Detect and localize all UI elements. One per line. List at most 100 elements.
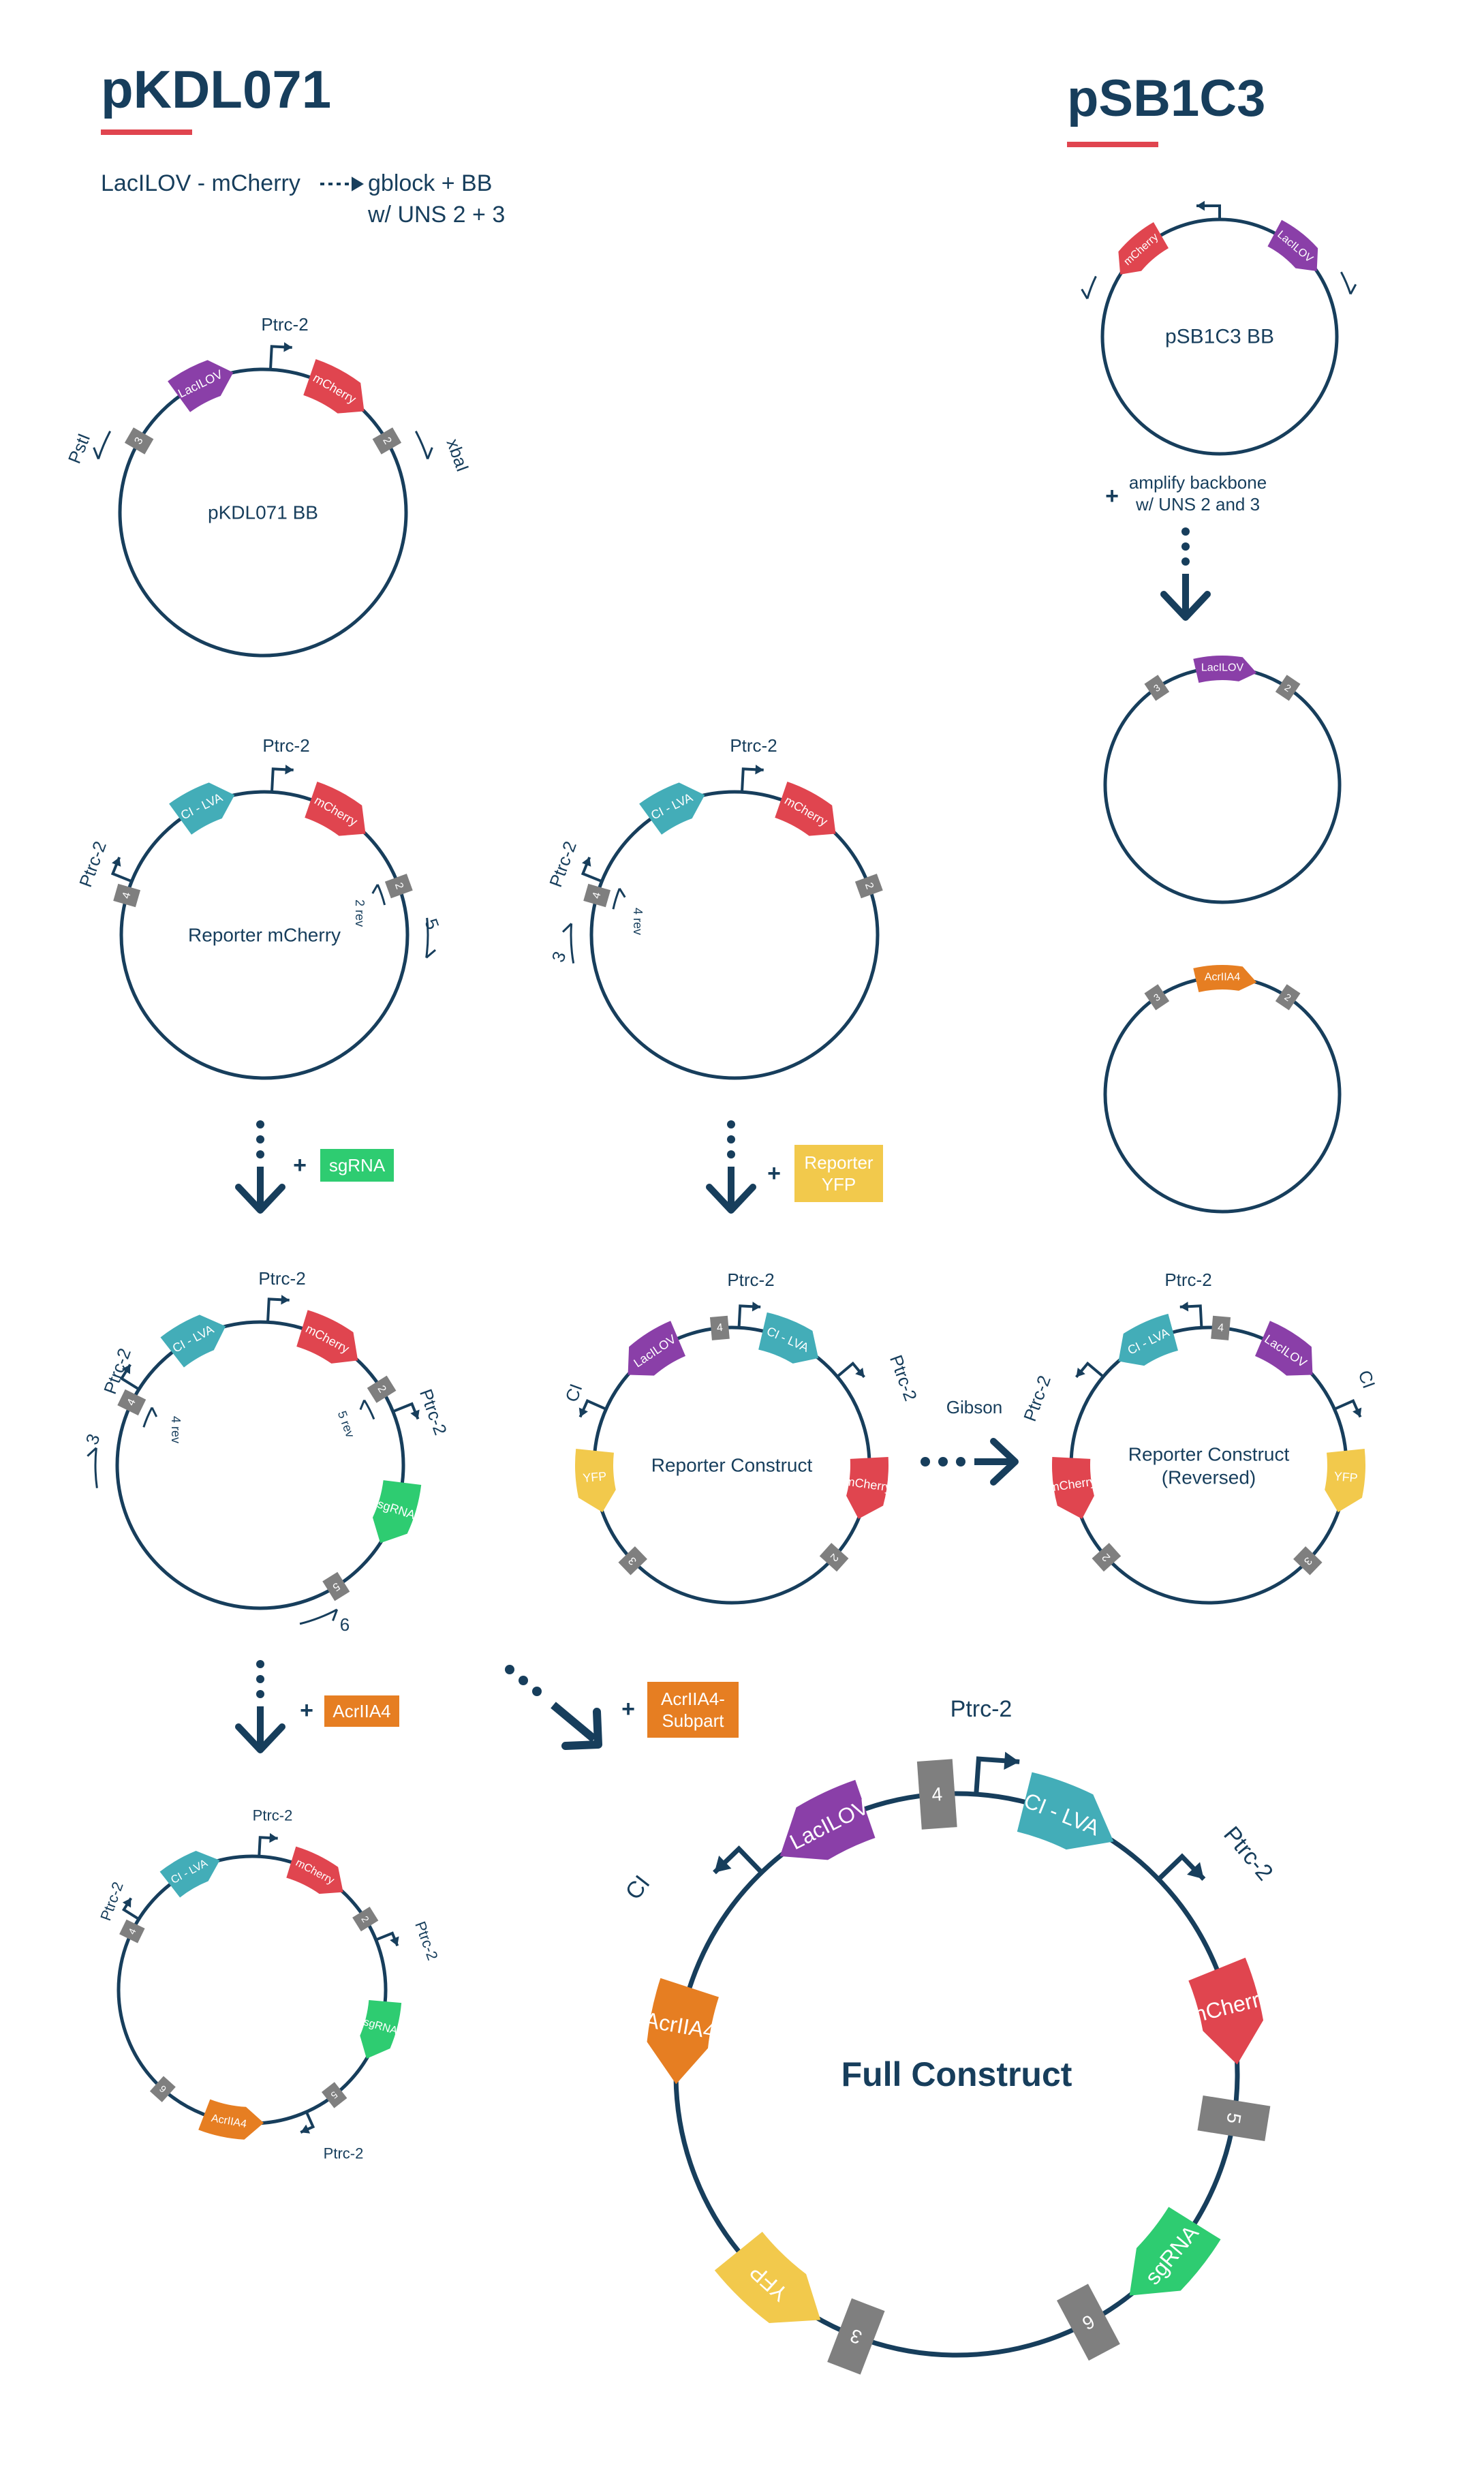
part-mcherry [1188, 1957, 1264, 2065]
part-sgrna [372, 1480, 422, 1543]
part-ci_lva [169, 782, 235, 835]
uns-box [827, 2298, 885, 2375]
promoter-label: Ptrc-2 [950, 1696, 1012, 1722]
uns-box [819, 1543, 849, 1572]
promoter-arrow [270, 767, 294, 793]
step-arrow-sgrna [235, 1120, 285, 1214]
part-ci_lva [1118, 1313, 1178, 1366]
part-label: AcrIIA4 [1205, 972, 1241, 983]
part-mcherry [296, 1310, 358, 1364]
primer-barb [618, 888, 626, 898]
primer-barb [93, 447, 99, 460]
primer-barb [371, 884, 379, 894]
uns-box [1293, 1546, 1323, 1576]
promoter-label: Ptrc-2 [730, 735, 777, 756]
title-pkdl071: pKDL071 [101, 59, 332, 119]
backbone-circle [1103, 666, 1342, 904]
promoter-arrow-head [390, 1936, 399, 1946]
primer-barb [332, 1609, 339, 1621]
promoter-arrow-head [1187, 1862, 1204, 1879]
arrow-chevron [235, 1184, 285, 1214]
primer-arrow [1086, 275, 1097, 299]
uns-box [113, 883, 141, 908]
plasmid-reporter-acriia4: CI - LVA mCherrysgRNAAcrIIA44256Ptrc-2Ptr… [97, 1807, 442, 2162]
uns-box [322, 1571, 350, 1601]
promoter-label: Ptrc-2 [75, 838, 110, 889]
primer-arrow [612, 888, 621, 910]
promoter-arrow-head [281, 1295, 290, 1305]
part-lacilov [1267, 219, 1318, 271]
uns-box [372, 427, 402, 455]
promoter-arrow [740, 767, 764, 793]
plasmid-center-label: pKDL071 BB [208, 502, 318, 523]
primer-label: 4 rev [631, 908, 645, 935]
uns-box [1275, 675, 1301, 701]
promoter-arrow-head [578, 1407, 588, 1417]
flow-to-line2: w/ UNS 2 + 3 [368, 202, 506, 228]
part-acriia4 [1193, 965, 1257, 992]
flow-from-label: LacILOV - mCherry [101, 170, 300, 196]
part-label: YFP [582, 1469, 607, 1485]
primer-label: 6 [340, 1614, 350, 1635]
promoter-arrow-head [121, 1364, 131, 1374]
plus-sign: + [621, 1696, 635, 1722]
dot [532, 1687, 542, 1696]
part-ci_lva [159, 1851, 220, 1898]
dot [1181, 557, 1190, 566]
promoter-arrow-head [1179, 1302, 1189, 1312]
uns-box [1144, 984, 1170, 1011]
primer-arrow [97, 431, 112, 459]
diag-arrow-chevron [561, 1708, 602, 1750]
part-mcherry [286, 1846, 343, 1894]
acriia4-reagent [324, 1695, 399, 1727]
part-lacilov [168, 360, 234, 412]
promoter-arrow-head [755, 765, 764, 775]
uns-box [119, 1919, 145, 1944]
uns-box [384, 874, 413, 899]
part-lacilov [779, 1779, 876, 1860]
plasmid-center-label: (Reversed) [1162, 1467, 1256, 1488]
uns-box [618, 1546, 647, 1576]
title-psb1c3: pSB1C3 [1067, 70, 1266, 127]
gibson-label: Gibson [946, 1397, 1002, 1417]
step-arrow-amplify [1160, 527, 1211, 621]
gibson-arrow-chevron [990, 1438, 1019, 1486]
promoter-arrow-head [285, 765, 294, 775]
promoter-label: Ptrc-2 [262, 735, 309, 756]
primer-label: 3 [81, 1431, 104, 1447]
primer-label: 5 [420, 916, 443, 932]
plasmid-center-label: pSB1C3 BB [1165, 326, 1274, 348]
plasmid-center-label: Full Construct [841, 2055, 1072, 2093]
part-ci_lva [160, 1315, 226, 1368]
plasmid-center-label: Reporter Construct [651, 1455, 813, 1476]
primer-label: 3 [547, 949, 570, 965]
uns-label: 4 [716, 1322, 723, 1334]
uns-box [321, 2082, 347, 2108]
yfp-reagent [794, 1145, 883, 1202]
part-ci_lva [639, 782, 705, 835]
promoter-arrow-head [855, 1367, 865, 1377]
dot [1181, 527, 1190, 536]
uns-box [124, 427, 154, 455]
part-label: YFP [1333, 1469, 1359, 1485]
promoter-label: Ptrc-2 [97, 1879, 127, 1923]
part-yfp [1325, 1448, 1365, 1513]
acriia4-subpart-reagent [647, 1682, 739, 1738]
promoter-arrow-head [752, 1302, 761, 1312]
primer-barb [151, 1407, 158, 1417]
promoter-arrow-head [714, 1856, 732, 1873]
part-label: LacILOV [1201, 662, 1244, 674]
sgrna-reagent-label: sgRNA [329, 1155, 386, 1176]
dot [519, 1676, 528, 1685]
part-acriia4 [647, 1978, 719, 2085]
uns-box [149, 2076, 176, 2102]
promoter-arrow-head [269, 1832, 278, 1843]
uns-box [1092, 1543, 1122, 1572]
plus-sign: + [300, 1698, 313, 1723]
